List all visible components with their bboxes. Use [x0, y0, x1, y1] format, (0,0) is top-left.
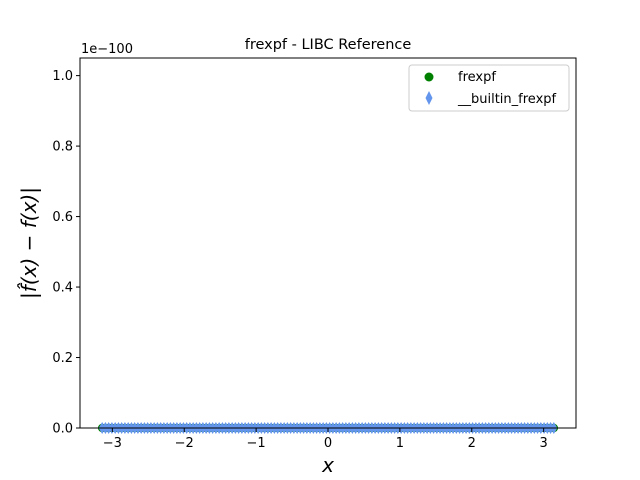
plot-frame	[79, 57, 577, 429]
legend-box	[408, 64, 570, 112]
y-tick-label: 1.0	[52, 69, 73, 84]
x-tick-label: 3	[540, 436, 548, 451]
y-tick-label: 0.8	[52, 140, 73, 155]
legend-label-frexpf: frexpf	[458, 70, 496, 85]
y-scale-label: 1e−100	[81, 42, 133, 57]
legend-marker-frexpf	[424, 72, 434, 82]
y-tick-label: 0.2	[52, 351, 73, 366]
x-tick-label: −1	[247, 436, 266, 451]
y-axis-label: |f̂(x) − f(x)|	[17, 187, 41, 299]
x-tick-label: −3	[103, 436, 122, 451]
x-tick-label: −2	[175, 436, 194, 451]
y-axis-ticks: 0.0 0.2 0.4 0.6 0.8 1.0	[52, 69, 80, 437]
chart-title: frexpf - LIBC Reference	[245, 37, 412, 53]
y-tick-label: 0.6	[52, 210, 73, 225]
x-tick-label: 0	[324, 436, 332, 451]
x-axis-label: x	[321, 453, 334, 477]
plot-area	[79, 57, 577, 434]
x-axis-ticks: −3 −2 −1 0 1 2 3	[103, 428, 548, 451]
legend-marker-builtin-frexpf	[425, 91, 433, 105]
legend: frexpf __builtin_frexpf	[408, 64, 570, 112]
legend-label-builtin-frexpf: __builtin_frexpf	[457, 92, 557, 107]
y-tick-label: 0.4	[52, 281, 73, 296]
x-tick-label: 2	[468, 436, 476, 451]
x-tick-label: 1	[396, 436, 404, 451]
y-tick-label: 0.0	[52, 422, 73, 437]
